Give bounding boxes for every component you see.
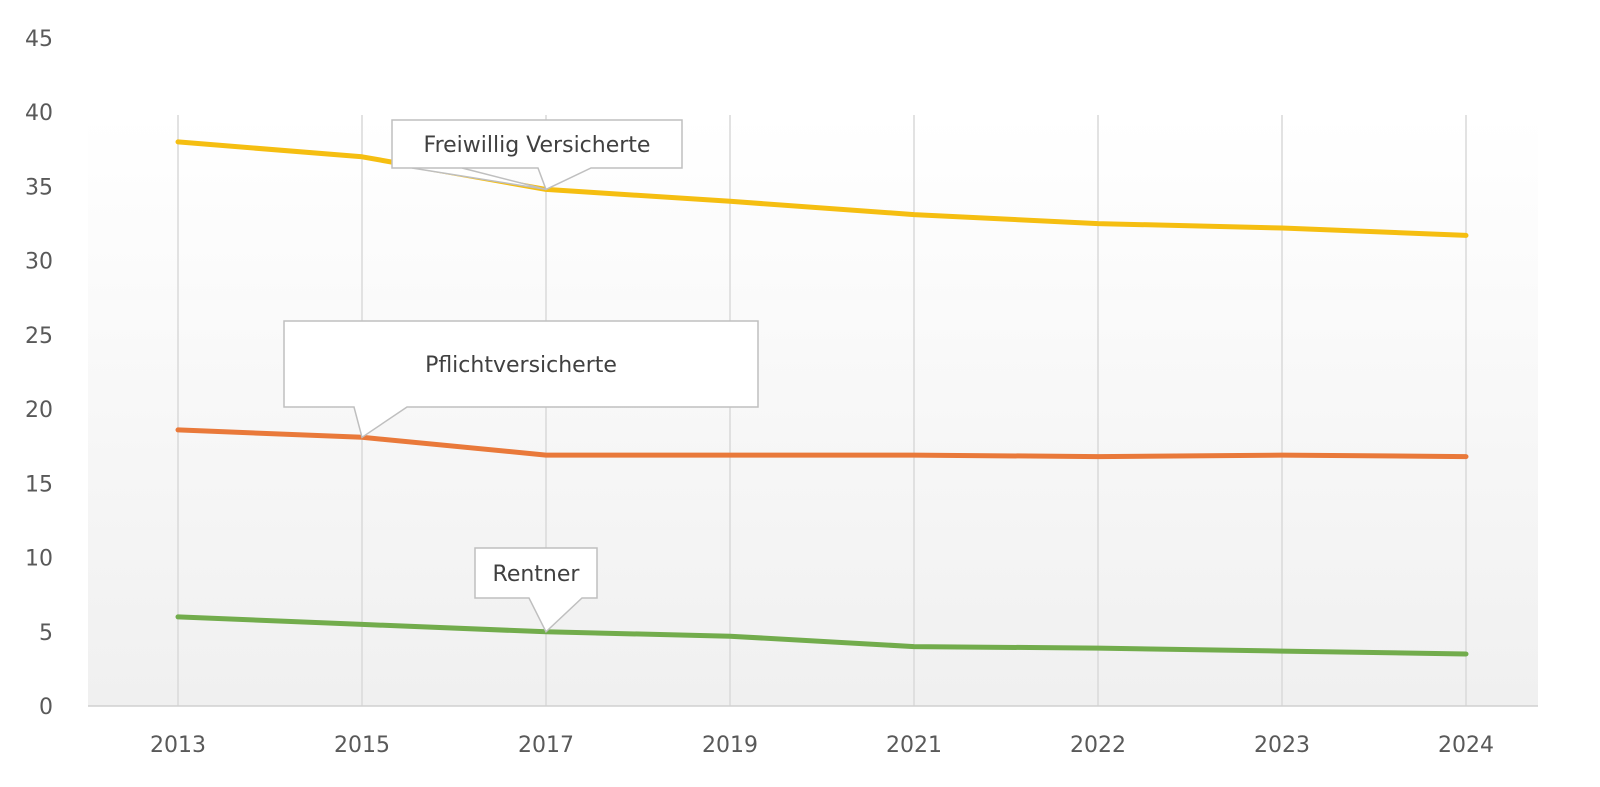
x-tick-label: 2017 <box>518 733 574 758</box>
x-tick-label: 2023 <box>1254 733 1310 758</box>
callouts: Freiwillig Versicherte Pflichtversicherte… <box>283 119 759 634</box>
y-tick-label: 10 <box>25 547 53 572</box>
series-line-1 <box>175 427 1469 460</box>
callout-0: Freiwillig Versicherte <box>391 119 683 191</box>
callout-box <box>474 547 598 634</box>
y-tick-label: 45 <box>25 27 53 52</box>
callout-1: Pflichtversicherte <box>283 320 759 439</box>
callout-label: Freiwillig Versicherte <box>424 133 651 158</box>
y-axis: 0 5 10 15 20 25 30 35 40 45 <box>25 27 53 720</box>
y-tick-label: 15 <box>25 472 53 497</box>
y-tick-label: 5 <box>39 621 53 646</box>
y-tick-label: 20 <box>25 398 53 423</box>
x-tick-label: 2015 <box>334 733 390 758</box>
callout-label: Rentner <box>493 562 581 587</box>
callout-box <box>283 320 759 439</box>
x-tick-label: 2021 <box>886 733 942 758</box>
x-tick-label: 2024 <box>1438 733 1494 758</box>
x-tick-label: 2019 <box>702 733 758 758</box>
y-tick-label: 35 <box>25 175 53 200</box>
x-tick-label: 2013 <box>150 733 206 758</box>
callout-label: Pflichtversicherte <box>425 353 617 378</box>
x-axis: 2013 2015 2017 2019 2021 2022 2023 2024 <box>150 733 1494 758</box>
y-tick-label: 0 <box>39 695 53 720</box>
callout-box <box>391 119 683 191</box>
series-line-2 <box>175 614 1469 657</box>
y-tick-label: 25 <box>25 324 53 349</box>
y-tick-label: 30 <box>25 250 53 275</box>
plot-background <box>88 115 1538 706</box>
y-tick-label: 40 <box>25 101 53 126</box>
callout-2: Rentner <box>474 547 598 634</box>
x-tick-label: 2022 <box>1070 733 1126 758</box>
gridlines <box>88 115 1538 707</box>
